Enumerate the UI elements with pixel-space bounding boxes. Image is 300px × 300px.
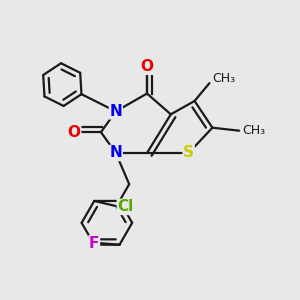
Text: N: N (110, 104, 122, 119)
Text: CH₃: CH₃ (212, 72, 236, 85)
Text: N: N (110, 146, 122, 160)
Text: CH₃: CH₃ (242, 124, 265, 137)
Text: O: O (68, 125, 81, 140)
Text: S: S (183, 146, 194, 160)
Text: Cl: Cl (117, 200, 134, 214)
Text: F: F (89, 236, 100, 251)
Text: O: O (140, 59, 154, 74)
